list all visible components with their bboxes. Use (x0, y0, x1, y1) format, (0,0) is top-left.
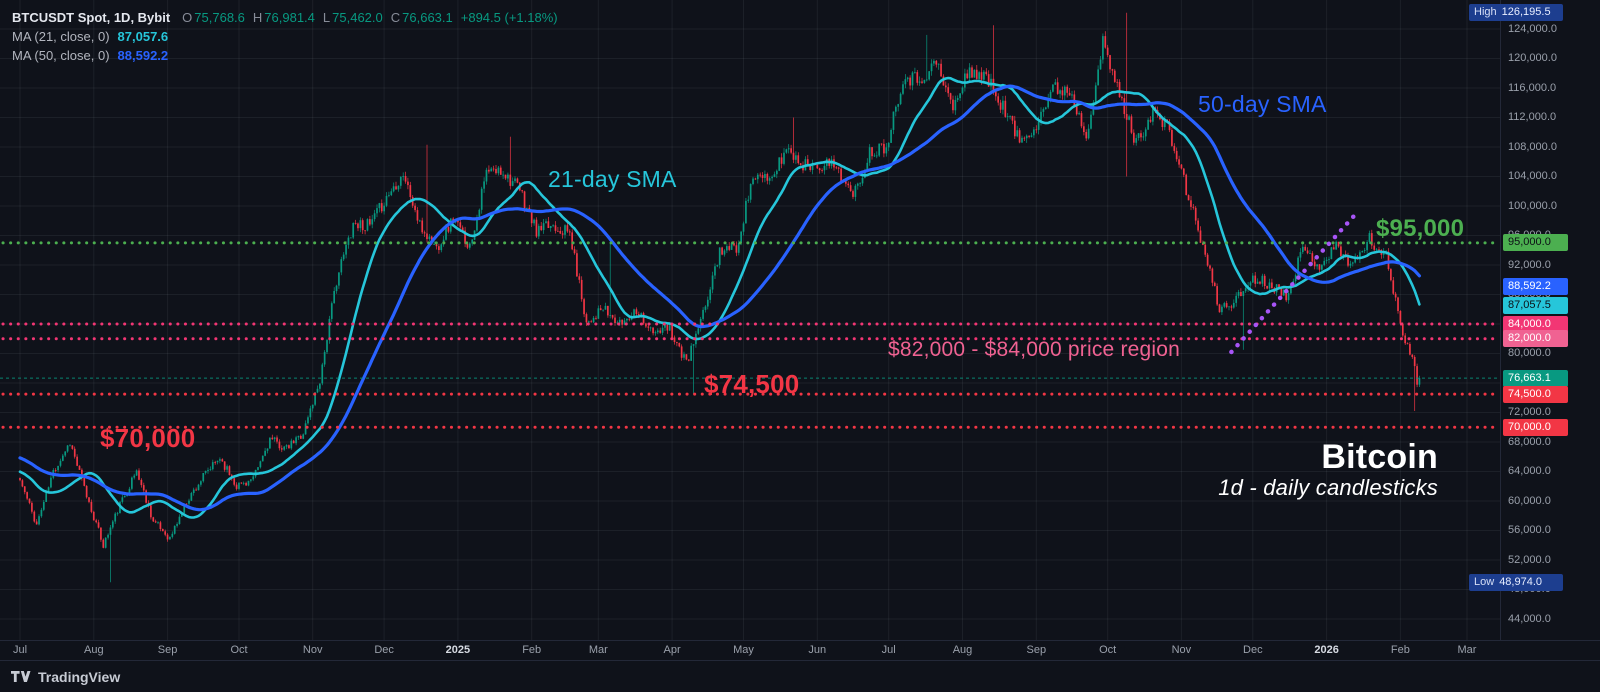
time-tick-label: Sep (157, 644, 178, 656)
level-95000-label[interactable]: $95,000 (1376, 215, 1465, 242)
ma21-value: 87,057.6 (117, 29, 169, 44)
time-tick-label: Dec (374, 644, 394, 656)
price-tick-label: 112,000.0 (1508, 111, 1557, 123)
ohlc-open-value: 75,768.6 (194, 10, 245, 25)
symbol-title[interactable]: BTCUSDT Spot, 1D, Bybit (12, 10, 171, 25)
ma50-row[interactable]: MA (50, close, 0) 88,592.2 (12, 46, 558, 65)
ohlc-low-value: 75,462.0 (332, 10, 383, 25)
price-badge-870575: 87,057.5 (1503, 296, 1568, 314)
price-badge-820000: 82,000.0 (1503, 330, 1568, 348)
candlestick-series[interactable] (19, 12, 1421, 583)
ma21-label: MA (21, close, 0) (12, 29, 110, 44)
time-tick-label: Mar (588, 644, 608, 656)
price-level-lines[interactable] (1, 241, 1502, 429)
sma50-label[interactable]: 50-day SMA (1198, 91, 1327, 117)
grid-lines (0, 0, 1500, 640)
time-tick-label: 2026 (1314, 644, 1339, 656)
time-tick-label: Aug (952, 644, 973, 656)
time-tick-label: 2025 (445, 644, 471, 656)
time-tick-label: Oct (1099, 644, 1117, 656)
time-tick-label: Jul (12, 644, 28, 656)
chart-title[interactable]: Bitcoin (1321, 438, 1438, 476)
ohlc-close-key: C (390, 10, 401, 25)
price-tick-label: 108,000.0 (1508, 140, 1557, 153)
time-tick-label: Sep (1026, 644, 1047, 656)
price-badge-766631: 76,663.1 (1503, 369, 1568, 387)
time-tick-label: May (733, 644, 754, 656)
price-tick-label: 72,000.0 (1508, 406, 1551, 418)
tradingview-logo-icon (11, 670, 31, 682)
time-tick-label: Nov (302, 644, 323, 656)
ohlc-low-key: L (322, 10, 331, 25)
high-price-badge: High 126,195.5 (1469, 4, 1563, 22)
price-tick-label: 60,000.0 (1508, 494, 1551, 507)
ohlc-close-value: 76,663.1 (402, 10, 453, 25)
price-tick-label: 64,000.0 (1508, 465, 1551, 477)
price-tick-label: 52,000.0 (1508, 553, 1551, 566)
brand-name: TradingView (38, 668, 121, 685)
price-tick-label: 44,000.0 (1508, 612, 1551, 625)
drawing-annotations-layer: 50-day SMA 21-day SMA $95,000 $82,000 - $84… (100, 91, 1465, 500)
price-tick-label: 92,000.0 (1508, 258, 1551, 271)
price-badge-885922: 88,592.2 (1503, 277, 1568, 295)
price-tick-label: 124,000.0 (1508, 22, 1557, 35)
symbol-row[interactable]: BTCUSDT Spot, 1D, Bybit O 75,768.6 H 76,98… (12, 8, 558, 27)
time-tick-label: Aug (84, 644, 104, 656)
price-region-label[interactable]: $82,000 - $84,000 price region (888, 338, 1181, 361)
price-axis[interactable]: 124,000.0 120,000.0 116,000.0 112,000.0 108,… (1469, 0, 1600, 640)
time-tick-label: Apr (663, 644, 681, 656)
price-tick-label: 80,000.0 (1508, 347, 1551, 359)
chart-subtitle[interactable]: 1d - daily candlesticks (1218, 475, 1438, 500)
legend-panel: BTCUSDT Spot, 1D, Bybit O 75,768.6 H 76,98… (12, 8, 558, 65)
ohlc-open-key: O (182, 10, 193, 25)
ohlc-high-key: H (252, 10, 263, 25)
ohlc-high-value: 76,981.4 (264, 10, 315, 25)
ma21-row[interactable]: MA (21, close, 0) 87,057.6 (12, 27, 558, 46)
sma50-line[interactable] (18, 84, 1421, 512)
sma21-line[interactable] (18, 76, 1421, 519)
time-tick-label: Oct (230, 644, 248, 656)
tradingview-logo[interactable] (10, 669, 31, 685)
change-value: +894.5 (+1.18%) (460, 10, 558, 25)
price-tick-label: 116,000.0 (1508, 81, 1557, 94)
price-badge-950000: 95,000.0 (1503, 234, 1568, 252)
time-axis[interactable]: Jul Aug Sep Oct Nov Dec 2025 Feb Mar Apr May Jun Jul… (0, 640, 1600, 661)
footer-bar: TradingView (0, 660, 1600, 692)
low-price-badge: Low 48,974.0 (1469, 573, 1563, 591)
price-tick-label: 100,000.0 (1508, 199, 1557, 212)
price-tick-label: 120,000.0 (1508, 52, 1557, 64)
sma21-label[interactable]: 21-day SMA (548, 166, 677, 192)
ma50-value: 88,592.2 (117, 48, 169, 63)
time-tick-label: Feb (522, 644, 542, 656)
level-70000-label[interactable]: $70,000 (100, 423, 196, 453)
time-tick-label: Jul (881, 644, 896, 656)
price-tick-label: 56,000.0 (1508, 524, 1551, 536)
time-tick-label: Nov (1171, 644, 1192, 656)
price-tick-label: 68,000.0 (1508, 435, 1551, 448)
chart-canvas[interactable] (0, 0, 1600, 640)
price-tick-label: 104,000.0 (1508, 170, 1557, 182)
time-tick-label: Feb (1390, 644, 1410, 656)
time-tick-label: Jun (808, 644, 827, 656)
time-tick-label: Dec (1243, 644, 1263, 656)
price-badge-840000: 84,000.0 (1503, 315, 1568, 333)
price-badge-745000: 74,500.0 (1503, 385, 1568, 403)
ma50-label: MA (50, close, 0) (12, 48, 110, 63)
time-tick-label: Mar (1457, 644, 1477, 656)
price-badge-700000: 70,000.0 (1503, 418, 1568, 436)
level-74500-label[interactable]: $74,500 (704, 369, 800, 399)
